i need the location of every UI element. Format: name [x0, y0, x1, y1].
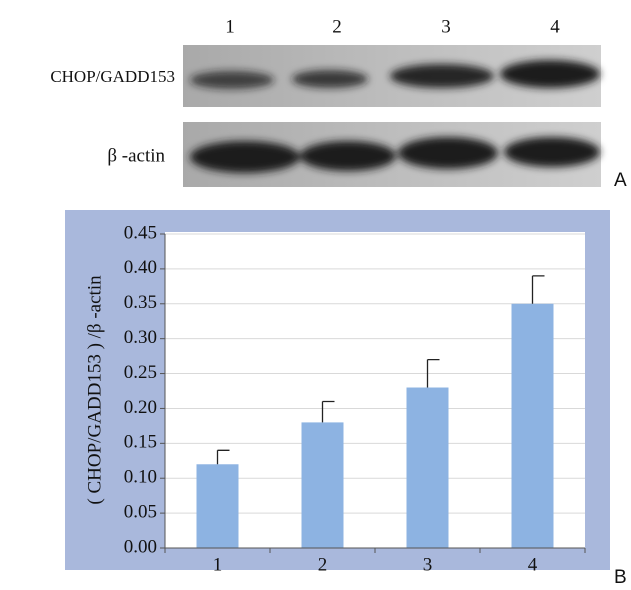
y-tick-label: 0.00: [124, 536, 157, 557]
x-tick-label: 1: [213, 554, 223, 575]
x-tick-label: 3: [423, 554, 433, 575]
y-tick-label: 0.20: [124, 397, 157, 418]
lane-label: 4: [550, 16, 560, 37]
panel-label: B: [614, 567, 627, 588]
row-label: β -actin: [107, 145, 165, 166]
blot-panel: 1 2 3 4 CHOP/GADD153 β -actin A: [50, 16, 627, 191]
y-tick-label: 0.25: [124, 362, 157, 383]
blot-bands: [190, 60, 600, 173]
bar: [302, 422, 344, 548]
lane-label: 2: [332, 16, 342, 37]
bar: [407, 388, 449, 548]
y-tick-label: 0.10: [124, 467, 157, 488]
panel-label: A: [614, 170, 627, 191]
bar: [512, 304, 554, 548]
y-tick-label: 0.30: [124, 327, 157, 348]
y-tick-label: 0.15: [124, 432, 157, 453]
y-tick-label: 0.40: [124, 257, 157, 278]
y-tick-label: 0.45: [124, 222, 157, 243]
x-tick-label: 4: [528, 554, 538, 575]
y-axis-title: ( CHOP/GADD153 ) /β -actin: [84, 275, 105, 505]
lane-label: 3: [441, 16, 451, 37]
x-tick-label: 2: [318, 554, 328, 575]
y-tick-label: 0.05: [124, 501, 157, 522]
y-tick-label: 0.35: [124, 292, 157, 313]
figure: 1 2 3 4 CHOP/GADD153 β -actin A B ( CHOP…: [0, 0, 631, 590]
row-label: CHOP/GADD153: [50, 67, 175, 86]
lane-label: 1: [225, 16, 235, 37]
bar: [197, 464, 239, 548]
